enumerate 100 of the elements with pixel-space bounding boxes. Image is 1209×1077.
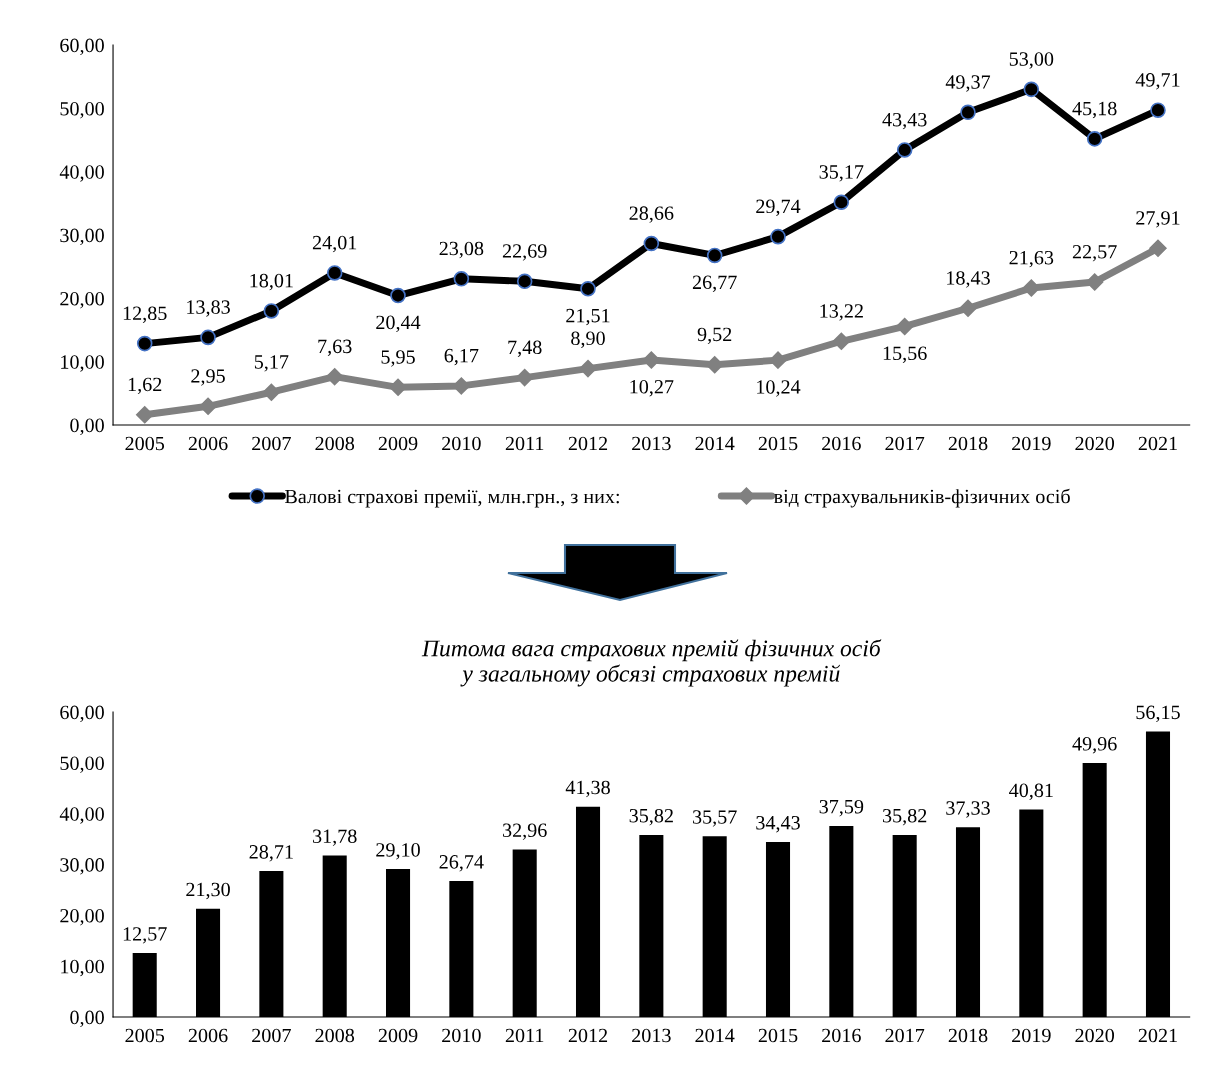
data-label: 29,10 xyxy=(376,843,420,860)
data-label: 21,30 xyxy=(186,882,230,900)
x-tick-label: 2019 xyxy=(1012,1028,1051,1043)
x-tick-label: 2021 xyxy=(1138,436,1177,451)
data-label: 53,00 xyxy=(1009,52,1054,69)
x-tick-label: 2009 xyxy=(378,436,418,451)
data-label: 37,33 xyxy=(946,801,990,818)
data-label: 15,56 xyxy=(883,346,927,363)
point xyxy=(136,335,153,352)
data-label: 2,95 xyxy=(191,369,225,386)
point xyxy=(643,235,660,252)
legend-label: від страхувальників-фізичних осіб xyxy=(773,488,1070,508)
x-tick-label: 2008 xyxy=(315,436,355,451)
data-label: 5,95 xyxy=(381,350,415,367)
point xyxy=(262,383,281,401)
data-label: 13,22 xyxy=(820,304,863,321)
x-tick-label: 2011 xyxy=(505,1028,544,1043)
point xyxy=(200,329,216,346)
point xyxy=(136,406,154,424)
point xyxy=(959,299,977,317)
data-label: 35,17 xyxy=(819,165,864,182)
data-label: 24,01 xyxy=(312,235,357,253)
data-label: 5,17 xyxy=(254,355,289,372)
data-label: 10,24 xyxy=(757,380,801,397)
data-label: 28,71 xyxy=(249,845,293,862)
x-tick-label: 2012 xyxy=(568,1028,608,1043)
data-label: 49,96 xyxy=(1072,737,1117,754)
point xyxy=(199,397,217,415)
data-label: 35,57 xyxy=(692,810,737,827)
x-tick-label: 2015 xyxy=(758,1028,798,1043)
data-label: 22,69 xyxy=(502,244,547,261)
x-tick-label: 2017 xyxy=(885,436,925,451)
point xyxy=(1023,81,1040,98)
data-label: 21,63 xyxy=(1009,250,1054,268)
data-label: 40,81 xyxy=(1009,783,1053,801)
point xyxy=(453,271,470,287)
y-tick-label: 60,00 xyxy=(60,705,104,723)
data-label: 45,18 xyxy=(1072,101,1117,119)
data-label: 12,85 xyxy=(123,306,167,323)
x-tick-label: 2013 xyxy=(632,436,671,451)
x-tick-label: 2014 xyxy=(695,1028,735,1043)
point xyxy=(326,367,344,386)
data-label: 6,17 xyxy=(444,348,479,366)
data-label: 43,43 xyxy=(882,112,927,130)
x-tick-label: 2012 xyxy=(568,436,608,451)
y-tick-label: 40,00 xyxy=(59,165,104,182)
data-label: 49,37 xyxy=(945,75,991,92)
y-tick-label: 40,00 xyxy=(59,807,104,824)
x-tick-label: 2013 xyxy=(632,1028,671,1043)
x-tick-label: 2019 xyxy=(1012,436,1051,451)
data-label: 7,63 xyxy=(318,339,352,357)
x-tick-label: 2016 xyxy=(822,436,861,451)
y-tick-label: 10,00 xyxy=(61,355,104,372)
data-label: 34,43 xyxy=(756,816,800,833)
data-label: 13,83 xyxy=(187,300,230,317)
y-tick-label: 50,00 xyxy=(60,756,104,773)
x-tick-label: 2018 xyxy=(948,1028,988,1043)
point xyxy=(579,359,597,378)
point xyxy=(1086,131,1103,147)
data-label: 18,01 xyxy=(250,273,293,291)
data-label: 10,27 xyxy=(630,379,674,397)
x-tick-label: 2008 xyxy=(315,1028,355,1043)
data-label: 49,71 xyxy=(1135,73,1180,90)
point xyxy=(580,280,596,297)
point xyxy=(833,194,850,211)
data-label: 8,90 xyxy=(571,331,605,348)
x-tick-label: 2009 xyxy=(378,1028,418,1043)
point xyxy=(516,273,533,290)
y-tick-label: 60,00 xyxy=(60,38,104,56)
data-label: 29,74 xyxy=(756,199,801,217)
x-tick-label: 2017 xyxy=(885,1028,925,1043)
data-label: 21,51 xyxy=(566,308,610,326)
point xyxy=(1150,102,1166,118)
y-tick-label: 0,00 xyxy=(70,418,104,436)
data-label: 18,43 xyxy=(947,271,990,288)
x-tick-label: 2011 xyxy=(505,436,544,451)
point xyxy=(1149,239,1167,257)
x-tick-label: 2010 xyxy=(442,1028,481,1043)
x-tick-label: 2014 xyxy=(695,436,735,451)
point xyxy=(895,317,914,336)
x-tick-label: 2006 xyxy=(188,1028,228,1043)
x-tick-label: 2021 xyxy=(1138,1028,1177,1043)
point xyxy=(390,287,406,304)
data-label: 32,96 xyxy=(502,823,547,840)
y-tick-label: 50,00 xyxy=(60,101,104,119)
y-tick-label: 30,00 xyxy=(60,858,104,875)
x-tick-label: 2010 xyxy=(442,436,481,451)
data-label: 12,57 xyxy=(123,927,167,944)
data-label: 37,59 xyxy=(819,799,864,817)
data-label: 23,08 xyxy=(439,241,484,259)
x-tick-label: 2020 xyxy=(1075,436,1115,451)
legend-label: Валові страхові премії, млн.грн., з них: xyxy=(285,489,619,508)
data-label: 56,15 xyxy=(1136,705,1180,723)
data-label: 27,91 xyxy=(1136,211,1180,228)
y-tick-label: 20,00 xyxy=(60,908,104,926)
x-tick-label: 2005 xyxy=(125,436,165,451)
data-label: 28,66 xyxy=(629,206,674,223)
x-tick-label: 2006 xyxy=(188,436,228,451)
x-tick-label: 2015 xyxy=(758,436,798,451)
data-label: 35,82 xyxy=(882,808,927,826)
